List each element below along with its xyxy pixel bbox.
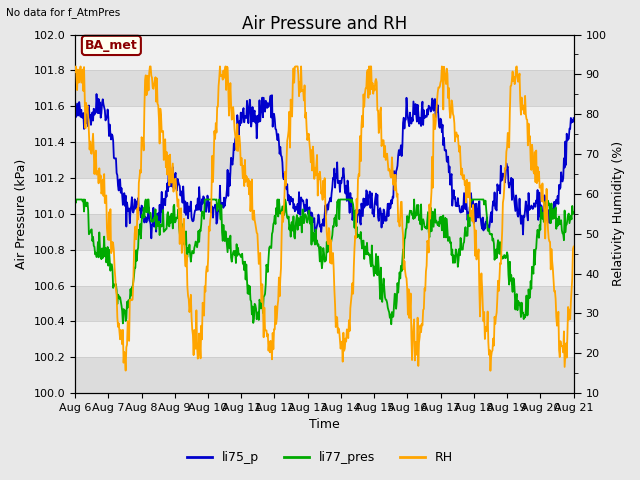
Text: No data for f_AtmPres: No data for f_AtmPres bbox=[6, 7, 121, 18]
X-axis label: Time: Time bbox=[309, 419, 340, 432]
Y-axis label: Relativity Humidity (%): Relativity Humidity (%) bbox=[612, 141, 625, 287]
Legend: li75_p, li77_pres, RH: li75_p, li77_pres, RH bbox=[182, 446, 458, 469]
Bar bbox=[75, 71, 573, 106]
Bar bbox=[75, 106, 573, 142]
Bar bbox=[75, 178, 573, 214]
Title: Air Pressure and RH: Air Pressure and RH bbox=[242, 15, 407, 33]
Bar bbox=[75, 322, 573, 357]
Bar bbox=[75, 357, 573, 393]
Y-axis label: Air Pressure (kPa): Air Pressure (kPa) bbox=[15, 159, 28, 269]
Bar bbox=[75, 286, 573, 322]
Bar bbox=[75, 214, 573, 250]
Bar bbox=[75, 35, 573, 71]
Bar bbox=[75, 250, 573, 286]
Text: BA_met: BA_met bbox=[85, 39, 138, 52]
Bar bbox=[75, 142, 573, 178]
